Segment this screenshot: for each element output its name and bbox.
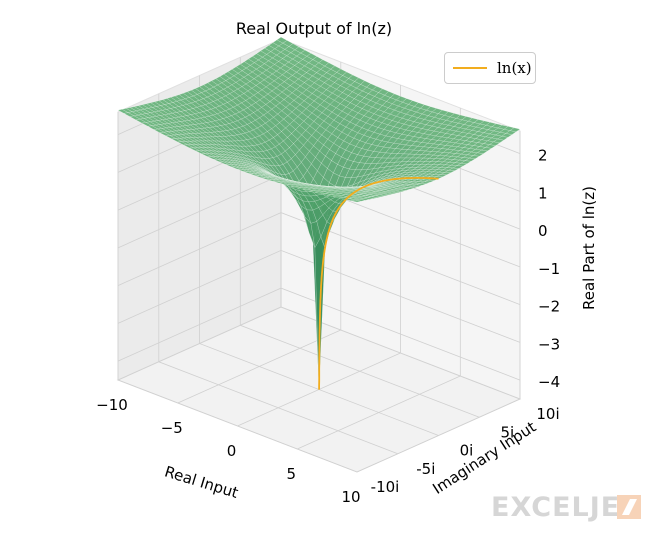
grid-line-z xyxy=(117,212,521,305)
surface-cell xyxy=(468,155,480,160)
surface-cell xyxy=(452,165,464,169)
grid-line-y xyxy=(117,112,358,473)
surface-cell xyxy=(509,127,521,133)
x-tick-label: 5 xyxy=(287,465,297,483)
y-tick-label: -5i xyxy=(416,460,435,478)
x-tick-label: 0 xyxy=(227,442,237,460)
legend-label: ln(x) xyxy=(497,59,532,77)
surface-cell xyxy=(359,198,370,201)
y-tick-label: 0i xyxy=(460,442,474,460)
grid-line-y xyxy=(199,75,439,436)
surface-cell xyxy=(395,189,406,192)
y-tick-label: 5i xyxy=(500,423,514,441)
z-axis-label: Real Part of ln(z) xyxy=(580,186,598,310)
x-tick-label: −5 xyxy=(161,419,183,437)
grid-line-z xyxy=(117,287,521,381)
z-tick-label: 2 xyxy=(538,147,548,165)
chart-title: Real Output of ln(z) xyxy=(235,19,393,38)
surface-cell xyxy=(416,183,427,186)
surface-cell xyxy=(367,196,378,199)
surface-cell xyxy=(480,147,493,152)
surface-cell xyxy=(448,167,460,171)
z-tick-label: −3 xyxy=(538,335,560,353)
exceljet-watermark: EXCELJET xyxy=(491,492,640,523)
y-tick-label: -10i xyxy=(371,478,400,496)
z-tick-label: 0 xyxy=(538,222,548,240)
series-ln-x xyxy=(318,176,439,390)
exceljet-logo-icon xyxy=(617,495,641,519)
x-tick-label: 10 xyxy=(341,488,360,506)
surface-cell xyxy=(493,138,505,144)
surface-cell xyxy=(489,141,501,146)
grid-line-z xyxy=(117,249,521,343)
surface-cell xyxy=(408,185,419,189)
x-axis-label: Real Input xyxy=(163,463,241,502)
y-tick-label: 10i xyxy=(536,405,559,423)
surface-cell xyxy=(456,162,468,167)
z-tick-label: −2 xyxy=(538,298,560,316)
legend-line-swatch xyxy=(453,67,487,69)
legend: ln(x) xyxy=(444,52,536,84)
grid-line-y xyxy=(158,93,398,455)
surface-cell xyxy=(350,199,362,203)
surface-cell xyxy=(371,195,382,198)
surface-cell xyxy=(476,149,488,154)
ln-x-curve xyxy=(318,176,439,390)
surface-cell xyxy=(412,184,423,187)
z-tick-label: 1 xyxy=(538,184,548,202)
z-tick-label: −4 xyxy=(538,373,560,391)
x-tick-label: −10 xyxy=(96,396,128,414)
z-tick-label: −1 xyxy=(538,260,560,278)
